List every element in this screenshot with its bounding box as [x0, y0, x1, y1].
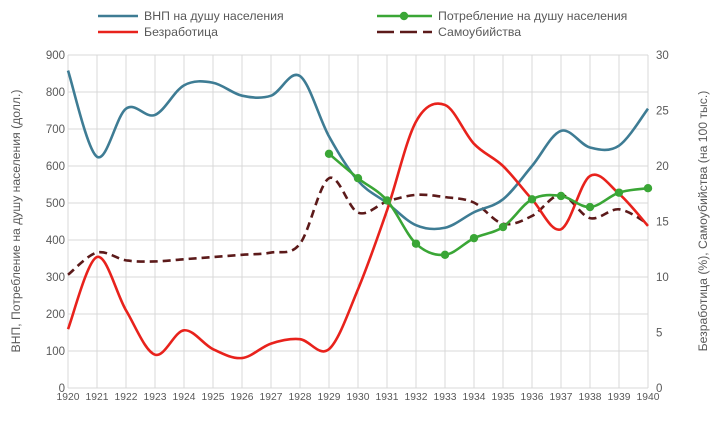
svg-text:600: 600: [46, 161, 65, 173]
svg-text:1925: 1925: [202, 392, 225, 403]
svg-text:1937: 1937: [550, 392, 573, 403]
svg-text:10: 10: [656, 272, 669, 284]
svg-text:20: 20: [656, 161, 669, 173]
svg-text:1938: 1938: [579, 392, 602, 403]
svg-text:200: 200: [46, 309, 65, 321]
svg-text:1922: 1922: [115, 392, 138, 403]
svg-text:900: 900: [46, 50, 65, 62]
svg-text:300: 300: [46, 272, 65, 284]
svg-text:1929: 1929: [318, 392, 341, 403]
svg-text:1940: 1940: [637, 392, 660, 403]
svg-text:1939: 1939: [608, 392, 631, 403]
svg-text:1920: 1920: [57, 392, 80, 403]
svg-text:1921: 1921: [86, 392, 109, 403]
svg-text:1933: 1933: [434, 392, 457, 403]
svg-text:1931: 1931: [376, 392, 399, 403]
svg-text:1935: 1935: [492, 392, 515, 403]
svg-text:5: 5: [656, 328, 662, 340]
svg-text:700: 700: [46, 124, 65, 136]
svg-text:400: 400: [46, 235, 65, 247]
svg-text:30: 30: [656, 50, 669, 62]
svg-text:1923: 1923: [144, 392, 167, 403]
svg-text:1936: 1936: [521, 392, 544, 403]
svg-text:1930: 1930: [347, 392, 370, 403]
svg-text:1927: 1927: [260, 392, 283, 403]
svg-text:1926: 1926: [231, 392, 254, 403]
svg-text:1934: 1934: [463, 392, 486, 403]
svg-text:800: 800: [46, 87, 65, 99]
svg-text:1928: 1928: [289, 392, 312, 403]
svg-text:1924: 1924: [173, 392, 196, 403]
svg-text:25: 25: [656, 106, 669, 118]
svg-text:1932: 1932: [405, 392, 428, 403]
svg-text:100: 100: [46, 346, 65, 358]
svg-text:15: 15: [656, 217, 669, 229]
svg-text:500: 500: [46, 198, 65, 210]
